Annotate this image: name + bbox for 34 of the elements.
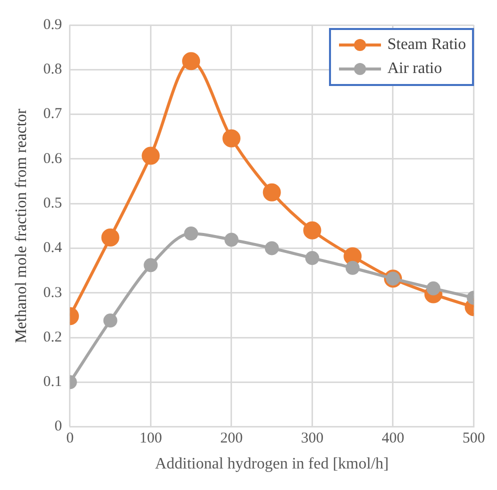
x-axis-title: Additional hydrogen in fed [kmol/h] xyxy=(154,456,389,473)
x-tick-label: 100 xyxy=(139,430,162,447)
point xyxy=(224,232,238,247)
point xyxy=(346,260,360,275)
point xyxy=(264,241,279,256)
point xyxy=(305,251,320,266)
point xyxy=(182,52,200,70)
legend-label: Steam Ratio xyxy=(387,35,466,55)
y-tick-label: 0.7 xyxy=(43,106,62,122)
y-tick-label: 0 xyxy=(54,418,62,435)
point xyxy=(222,129,240,148)
point xyxy=(303,221,322,240)
y-axis-title: Methanol mole fraction from reactor xyxy=(12,108,30,344)
y-tick-label: 0.1 xyxy=(43,374,62,390)
y-tick-label: 0.2 xyxy=(43,329,62,346)
legend-label: Air ratio xyxy=(387,59,442,79)
x-tick-label: 200 xyxy=(220,430,243,447)
y-tick-label: 0.8 xyxy=(43,62,62,78)
y-tick-label: 0.9 xyxy=(43,16,62,33)
y-tick-label: 0.5 xyxy=(43,196,62,212)
point xyxy=(144,258,158,272)
x-tick-label: 300 xyxy=(300,430,324,447)
x-tick-label: 500 xyxy=(462,430,485,447)
point xyxy=(103,314,118,328)
point xyxy=(184,226,198,240)
point xyxy=(262,183,281,202)
point xyxy=(426,281,440,296)
x-tick-label: 400 xyxy=(382,430,404,447)
y-tick-label: 0.4 xyxy=(43,240,62,256)
point xyxy=(142,146,160,165)
y-tick-label: 0.6 xyxy=(43,150,62,167)
point xyxy=(101,228,120,247)
x-tick-label: 0 xyxy=(66,430,74,447)
y-tick-label: 0.3 xyxy=(43,284,62,301)
